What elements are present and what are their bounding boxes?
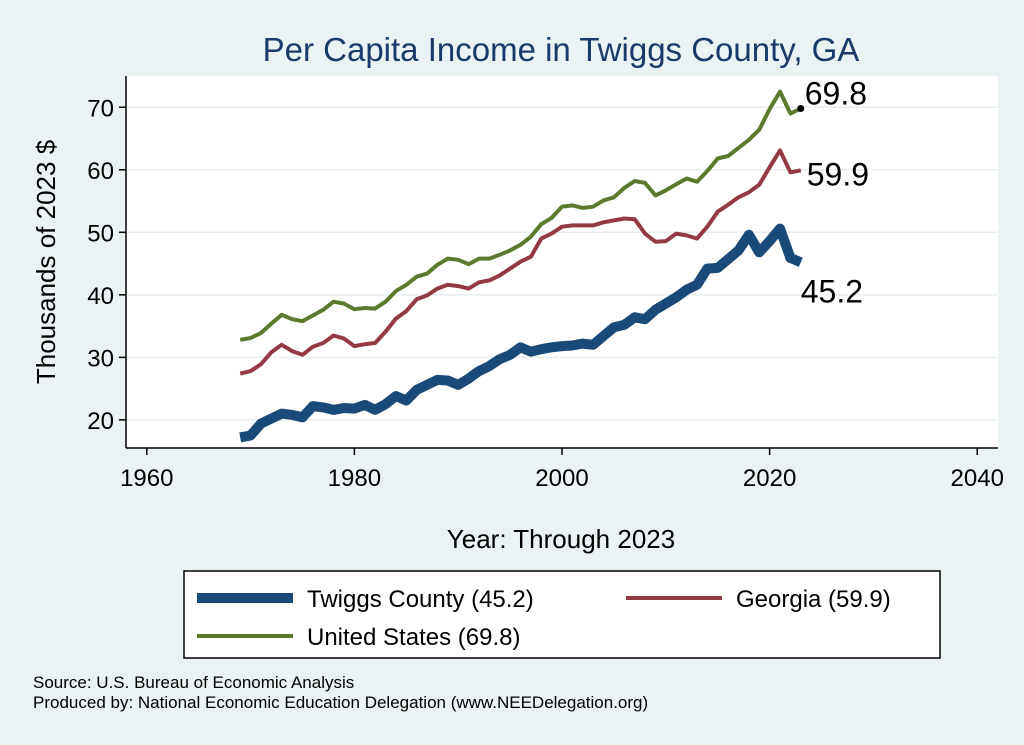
end-label-0: 45.2 <box>801 273 863 309</box>
x-axis-title: Year: Through 2023 <box>447 524 675 554</box>
y-tick-label: 30 <box>87 345 114 372</box>
end-label-1: 59.9 <box>807 156 869 192</box>
legend-items: Twiggs County (45.2) Georgia (59.9) United… <box>197 586 891 651</box>
series-lines <box>239 89 803 443</box>
producer-note: Produced by: National Economic Education… <box>33 693 648 712</box>
y-tick-label: 50 <box>87 220 114 247</box>
legend-label: Georgia (59.9) <box>736 586 891 613</box>
legend <box>183 570 941 659</box>
gridlines <box>126 106 998 421</box>
y-axis-title: Thousands of 2023 $ <box>31 139 61 384</box>
legend-label: United States (69.8) <box>307 624 520 651</box>
y-tick-label: 70 <box>87 95 114 122</box>
y-tick-label: 60 <box>87 158 114 185</box>
y-ticks: 20 30 40 50 60 70 <box>87 95 126 435</box>
x-tick-label: 2020 <box>743 465 796 492</box>
legend-label: Twiggs County (45.2) <box>307 586 534 613</box>
x-tick-label: 1980 <box>328 465 381 492</box>
end-labels: 45.2 59.9 69.8 <box>797 76 869 309</box>
chart-title: Per Capita Income in Twiggs County, GA <box>263 31 860 68</box>
x-tick-label: 2000 <box>535 465 588 492</box>
source-note: Source: U.S. Bureau of Economic Analysis <box>33 673 354 692</box>
series-line-0 <box>239 223 803 443</box>
x-ticks: 1960 1980 2000 2020 2040 <box>120 448 1004 492</box>
plot-area <box>126 76 998 448</box>
y-tick-label: 40 <box>87 283 114 310</box>
series-line-1 <box>239 148 802 376</box>
end-marker <box>797 105 805 113</box>
series-line-2 <box>239 89 802 342</box>
x-tick-label: 1960 <box>120 465 173 492</box>
end-label-2: 69.8 <box>805 76 867 112</box>
x-tick-label: 2040 <box>951 465 1004 492</box>
y-tick-label: 20 <box>87 408 114 435</box>
